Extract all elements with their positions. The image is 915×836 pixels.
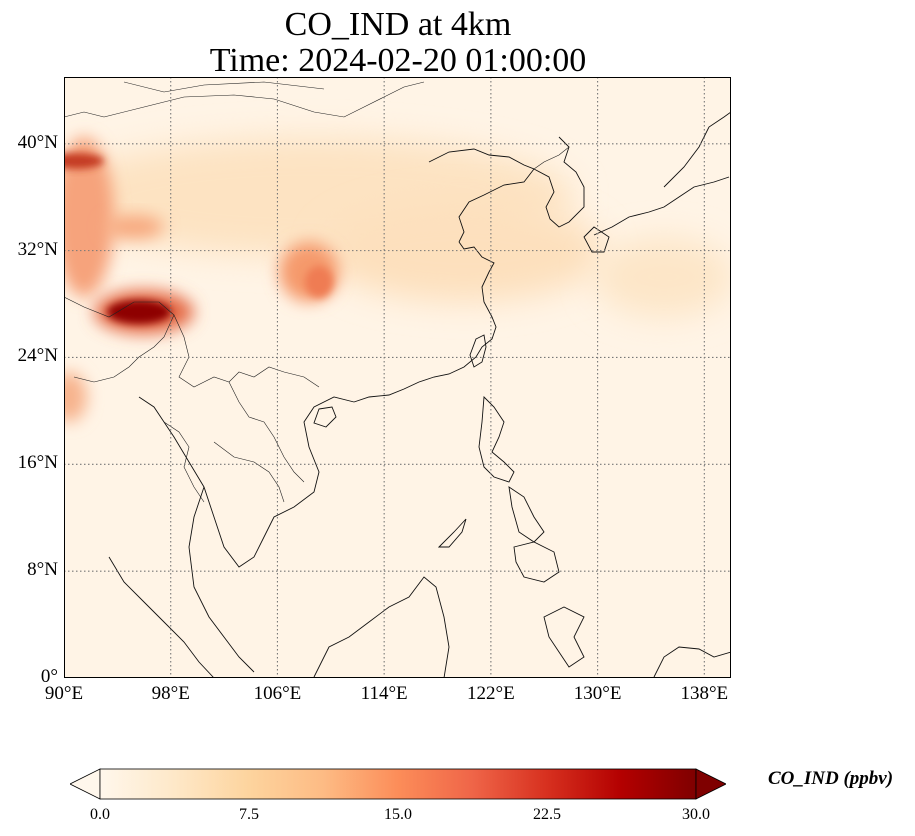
concentration-field [64, 137, 731, 422]
colorbar-gradient [99, 768, 697, 800]
border-russia-north [123, 81, 325, 93]
plume-south-asia [64, 372, 87, 422]
coastline-philippines-visayas [508, 486, 545, 543]
border-kazakhstan [64, 111, 105, 118]
border-thailand-cambodia [213, 441, 285, 503]
border-himalaya [64, 296, 175, 383]
colorbar-tick-label: 15.0 [384, 806, 412, 823]
plume-sichuan-core [305, 266, 333, 298]
coastline-borneo [313, 576, 450, 678]
lat-tick-label: 40°N [17, 131, 58, 153]
coastline-malay-peninsula [188, 486, 255, 673]
colorbar-tick-label: 0.0 [90, 806, 110, 823]
border-mongolia-china [103, 81, 425, 118]
coastline-bohai [428, 148, 535, 243]
border-north-korea-china [533, 146, 570, 170]
lat-tick-label: 16°N [17, 452, 58, 474]
border-laos-vietnam [228, 381, 305, 483]
coastline-indochina [138, 396, 355, 568]
coastline-japan-kyushu [583, 226, 610, 253]
lat-tick-label: 32°N [17, 238, 58, 260]
coastline-china-east [353, 241, 497, 403]
plume-west-edge-core [64, 153, 104, 169]
coastline-hainan [313, 406, 337, 428]
lat-tick-label: 24°N [17, 345, 58, 367]
plume-himalaya-core [107, 300, 171, 324]
plume-north-china-plain [324, 202, 604, 302]
lat-tick-label: 0° [40, 666, 58, 687]
chart-title: CO_IND at 4km [284, 6, 512, 43]
coastline-philippines-mindanao [513, 541, 560, 583]
map-frame [64, 77, 731, 678]
map-plot [64, 77, 731, 678]
coastline-new-guinea [653, 646, 731, 678]
coastline-sulawesi [543, 606, 585, 668]
border-myanmar-thailand [163, 421, 205, 503]
coastlines [108, 111, 731, 678]
chart-subtitle-time: Time: 2024-02-20 01:00:00 [209, 42, 587, 79]
plume-japan-sea [594, 237, 731, 317]
coastline-sumatra [108, 556, 215, 678]
colorbar [70, 768, 726, 800]
lon-tick-label: 98°E [151, 683, 190, 704]
lat-tick-label: 8°N [27, 559, 58, 581]
coastline-taiwan [469, 334, 487, 368]
colorbar-tick-label: 7.5 [239, 806, 259, 823]
country-borders [64, 81, 570, 503]
coastline-korea [533, 136, 585, 228]
plume-tibet [104, 215, 164, 239]
lon-tick-label: 122°E [467, 683, 515, 704]
colorbar-extend-max [695, 768, 726, 800]
colorbar-tick-label: 30.0 [682, 806, 710, 823]
lon-tick-label: 114°E [360, 683, 408, 704]
coastline-philippines-luzon [478, 395, 515, 483]
coastline-palawan [437, 518, 467, 548]
gridlines [64, 77, 731, 678]
lon-tick-label: 138°E [680, 683, 729, 704]
plume-west-edge [64, 137, 114, 297]
lon-tick-label: 106°E [253, 683, 302, 704]
colorbar-extend-min [70, 768, 101, 800]
lon-tick-label: 130°E [573, 683, 622, 704]
colorbar-label: CO_IND (ppbv) [768, 768, 894, 789]
map-panel [64, 77, 731, 678]
coastline-japan-honshu [593, 176, 730, 236]
colorbar-tick-label: 22.5 [533, 806, 561, 823]
lon-tick-label: 90°E [44, 683, 84, 704]
